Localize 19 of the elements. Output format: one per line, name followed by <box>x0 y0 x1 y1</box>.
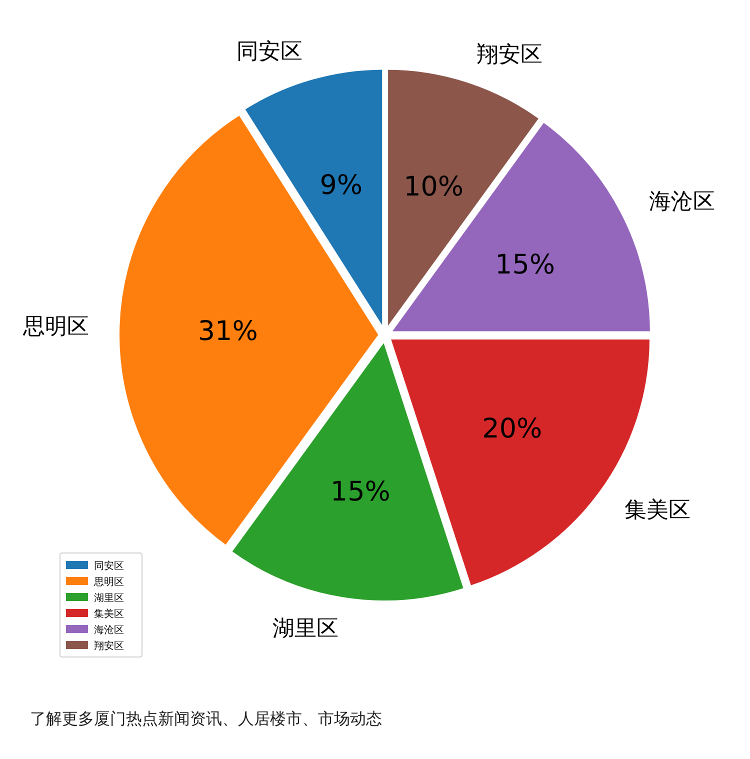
slice-label: 湖里区 <box>272 616 339 642</box>
slice-label: 翔安区 <box>476 42 542 68</box>
data-label: 31% <box>198 316 258 348</box>
text: 了解更多厦门热点新闻资讯、人居楼市、市场动态 <box>30 709 382 728</box>
legend-label: 思明区 <box>93 577 124 588</box>
data-label: 10% <box>404 171 464 202</box>
data-label: 20% <box>482 413 542 444</box>
data-label: 15% <box>330 476 390 508</box>
data-label: 9% <box>320 170 363 202</box>
data-label: 15% <box>495 250 556 281</box>
slice-label: 思明区 <box>22 314 90 340</box>
slice-label: 同安区 <box>236 40 302 65</box>
slice-label: 集美区 <box>624 498 691 524</box>
legend-label: 同安区 <box>94 560 124 572</box>
legend-label: 海沧区 <box>94 624 124 636</box>
slice-label: 海沧区 <box>648 190 715 215</box>
legend-label: 翔安区 <box>94 640 124 652</box>
legend-label: 湖里区 <box>94 592 124 604</box>
legend-label: 集美区 <box>94 608 124 620</box>
